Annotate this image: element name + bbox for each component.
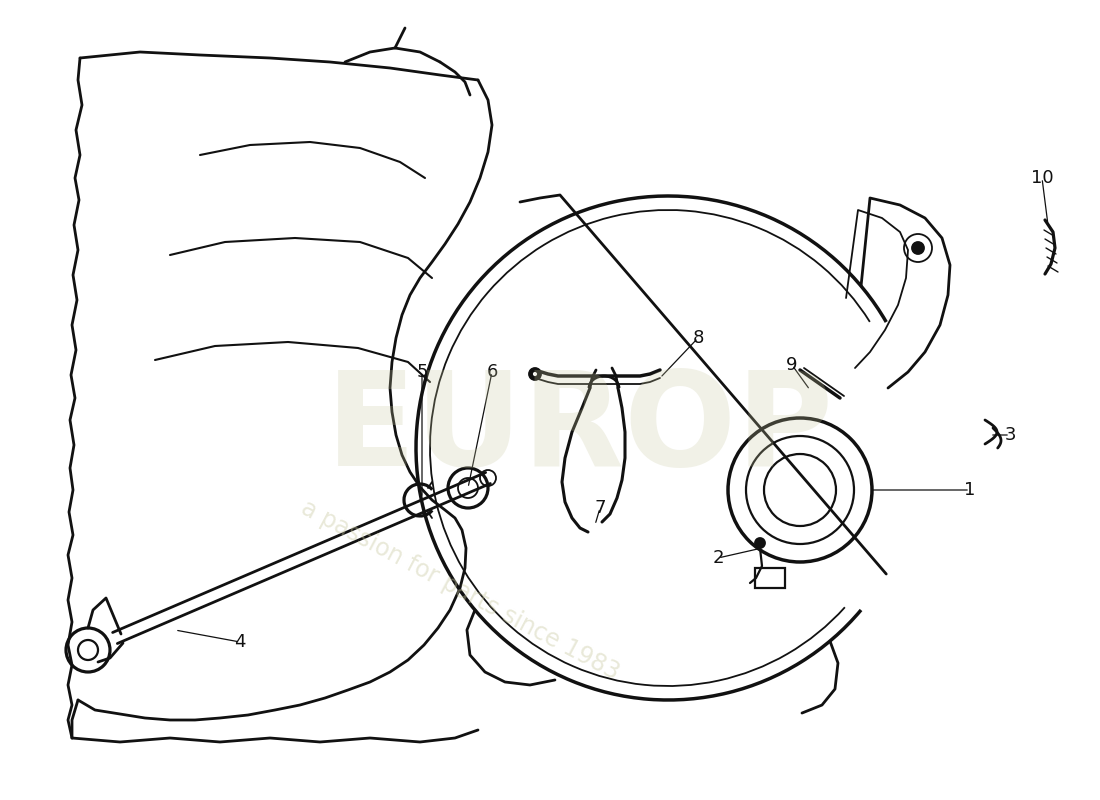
Text: 4: 4 [234,633,245,651]
Text: 5: 5 [416,363,428,381]
Text: 8: 8 [692,329,704,347]
Text: 10: 10 [1031,169,1054,187]
Bar [755,568,785,588]
Circle shape [755,538,764,548]
Circle shape [480,470,496,486]
Circle shape [529,368,541,380]
Text: 7: 7 [594,499,606,517]
Text: 2: 2 [713,549,724,567]
Text: 9: 9 [786,356,798,374]
Text: EUROP: EUROP [326,366,834,494]
Text: 3: 3 [1004,426,1015,444]
Circle shape [532,371,538,377]
Text: a passion for parts since 1983: a passion for parts since 1983 [297,496,624,684]
Text: 1: 1 [965,481,976,499]
Circle shape [912,242,924,254]
Text: 6: 6 [486,363,497,381]
